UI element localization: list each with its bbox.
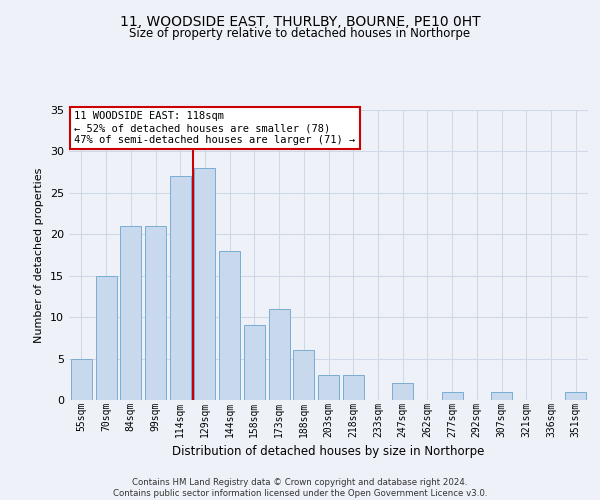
Bar	[219, 251, 240, 400]
Bar	[269, 309, 290, 400]
Bar	[343, 375, 364, 400]
Bar	[293, 350, 314, 400]
Bar	[145, 226, 166, 400]
Text: Size of property relative to detached houses in Northorpe: Size of property relative to detached ho…	[130, 28, 470, 40]
Text: Contains HM Land Registry data © Crown copyright and database right 2024.
Contai: Contains HM Land Registry data © Crown c…	[113, 478, 487, 498]
Y-axis label: Number of detached properties: Number of detached properties	[34, 168, 44, 342]
Bar	[392, 384, 413, 400]
Text: 11, WOODSIDE EAST, THURLBY, BOURNE, PE10 0HT: 11, WOODSIDE EAST, THURLBY, BOURNE, PE10…	[119, 15, 481, 29]
Bar	[194, 168, 215, 400]
Bar	[95, 276, 116, 400]
Bar	[318, 375, 339, 400]
X-axis label: Distribution of detached houses by size in Northorpe: Distribution of detached houses by size …	[172, 445, 485, 458]
Bar	[244, 326, 265, 400]
Text: 11 WOODSIDE EAST: 118sqm
← 52% of detached houses are smaller (78)
47% of semi-d: 11 WOODSIDE EAST: 118sqm ← 52% of detach…	[74, 112, 355, 144]
Bar	[71, 358, 92, 400]
Bar	[491, 392, 512, 400]
Bar	[120, 226, 141, 400]
Bar	[565, 392, 586, 400]
Bar	[170, 176, 191, 400]
Bar	[442, 392, 463, 400]
